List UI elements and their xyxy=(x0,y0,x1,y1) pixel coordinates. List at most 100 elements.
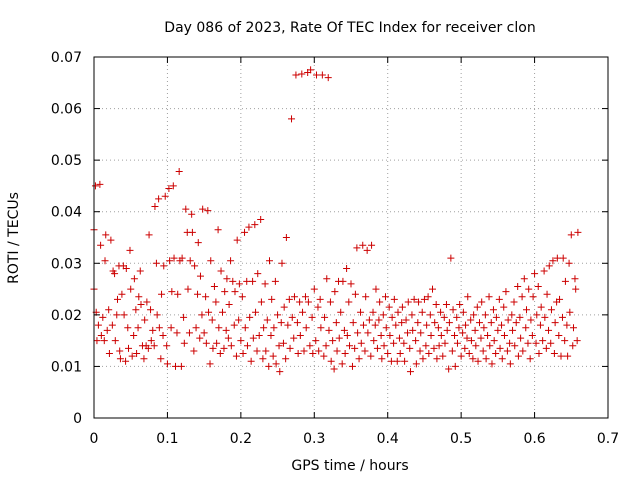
data-point xyxy=(569,324,577,332)
data-point xyxy=(354,329,362,337)
data-point xyxy=(163,342,171,350)
data-point xyxy=(526,355,534,363)
x-tick-label: 0.3 xyxy=(303,431,325,447)
data-point xyxy=(440,313,448,321)
data-point xyxy=(128,352,136,360)
data-point xyxy=(535,350,543,358)
data-point xyxy=(434,324,442,332)
data-point xyxy=(202,293,210,301)
data-point xyxy=(173,329,181,337)
data-point xyxy=(255,331,263,339)
data-point xyxy=(372,285,380,293)
data-point xyxy=(451,331,459,339)
data-point xyxy=(437,308,445,316)
data-point xyxy=(199,205,207,213)
data-point xyxy=(200,329,208,337)
data-point xyxy=(547,306,555,314)
data-point xyxy=(140,355,148,363)
y-tick-label: 0 xyxy=(73,411,82,427)
data-point xyxy=(443,326,451,334)
data-point xyxy=(130,275,138,283)
data-point xyxy=(219,308,226,316)
data-point xyxy=(449,306,457,314)
data-point xyxy=(445,319,453,327)
data-point xyxy=(345,298,353,306)
data-point xyxy=(196,272,204,280)
data-point xyxy=(388,313,396,321)
data-point xyxy=(377,331,385,339)
data-point xyxy=(533,311,541,319)
data-point xyxy=(346,342,354,350)
data-point xyxy=(427,331,435,339)
data-point xyxy=(395,334,403,342)
data-point xyxy=(113,295,121,303)
data-point xyxy=(265,362,273,370)
data-point xyxy=(361,347,369,355)
data-point xyxy=(514,352,522,360)
data-point xyxy=(390,295,398,303)
data-point xyxy=(400,339,408,347)
grid-lines xyxy=(94,57,608,418)
data-point xyxy=(167,324,175,332)
data-point xyxy=(410,295,418,303)
data-point xyxy=(506,360,514,368)
data-point xyxy=(341,350,349,358)
data-point xyxy=(279,339,287,347)
data-point xyxy=(180,313,188,321)
data-point xyxy=(312,337,320,345)
data-point xyxy=(151,203,159,211)
data-point xyxy=(451,362,459,370)
data-point xyxy=(290,334,298,342)
data-point xyxy=(107,236,115,244)
data-point xyxy=(163,360,171,368)
data-point xyxy=(304,298,312,306)
data-point xyxy=(254,270,262,278)
data-point xyxy=(225,301,233,309)
data-point xyxy=(327,357,335,365)
data-point xyxy=(231,288,239,296)
data-point xyxy=(262,347,270,355)
data-point xyxy=(401,357,409,365)
data-point xyxy=(571,275,579,283)
data-point xyxy=(188,228,196,236)
data-point xyxy=(143,298,151,306)
data-point xyxy=(412,337,420,345)
data-point xyxy=(222,326,230,334)
y-tick-label: 0.06 xyxy=(51,102,82,118)
data-point xyxy=(357,308,365,316)
data-point xyxy=(94,321,102,329)
data-point xyxy=(238,293,246,301)
data-point xyxy=(488,360,496,368)
data-point xyxy=(574,228,582,236)
data-point xyxy=(306,342,314,350)
data-point xyxy=(566,308,574,316)
data-point xyxy=(430,344,438,352)
data-point xyxy=(301,293,309,301)
x-tick-label: 0.1 xyxy=(156,431,178,447)
data-point xyxy=(495,295,503,303)
y-tick-label: 0.03 xyxy=(51,256,82,272)
data-point xyxy=(134,324,142,332)
data-point xyxy=(101,257,109,265)
data-point xyxy=(439,352,447,360)
data-point xyxy=(161,192,169,200)
data-point xyxy=(404,329,412,337)
data-point xyxy=(294,350,302,358)
data-point xyxy=(147,306,155,314)
data-point xyxy=(239,350,247,358)
data-point xyxy=(459,329,467,337)
data-point xyxy=(190,347,198,355)
data-point xyxy=(100,337,108,345)
data-point xyxy=(329,337,337,345)
data-point xyxy=(569,342,577,350)
data-point xyxy=(184,285,192,293)
data-point xyxy=(223,275,231,283)
data-point xyxy=(423,321,431,329)
data-point xyxy=(437,331,445,339)
data-point xyxy=(420,295,428,303)
data-point xyxy=(252,308,260,316)
data-point xyxy=(459,308,467,316)
data-point xyxy=(251,221,259,229)
data-point xyxy=(408,311,416,319)
data-point xyxy=(402,316,410,324)
